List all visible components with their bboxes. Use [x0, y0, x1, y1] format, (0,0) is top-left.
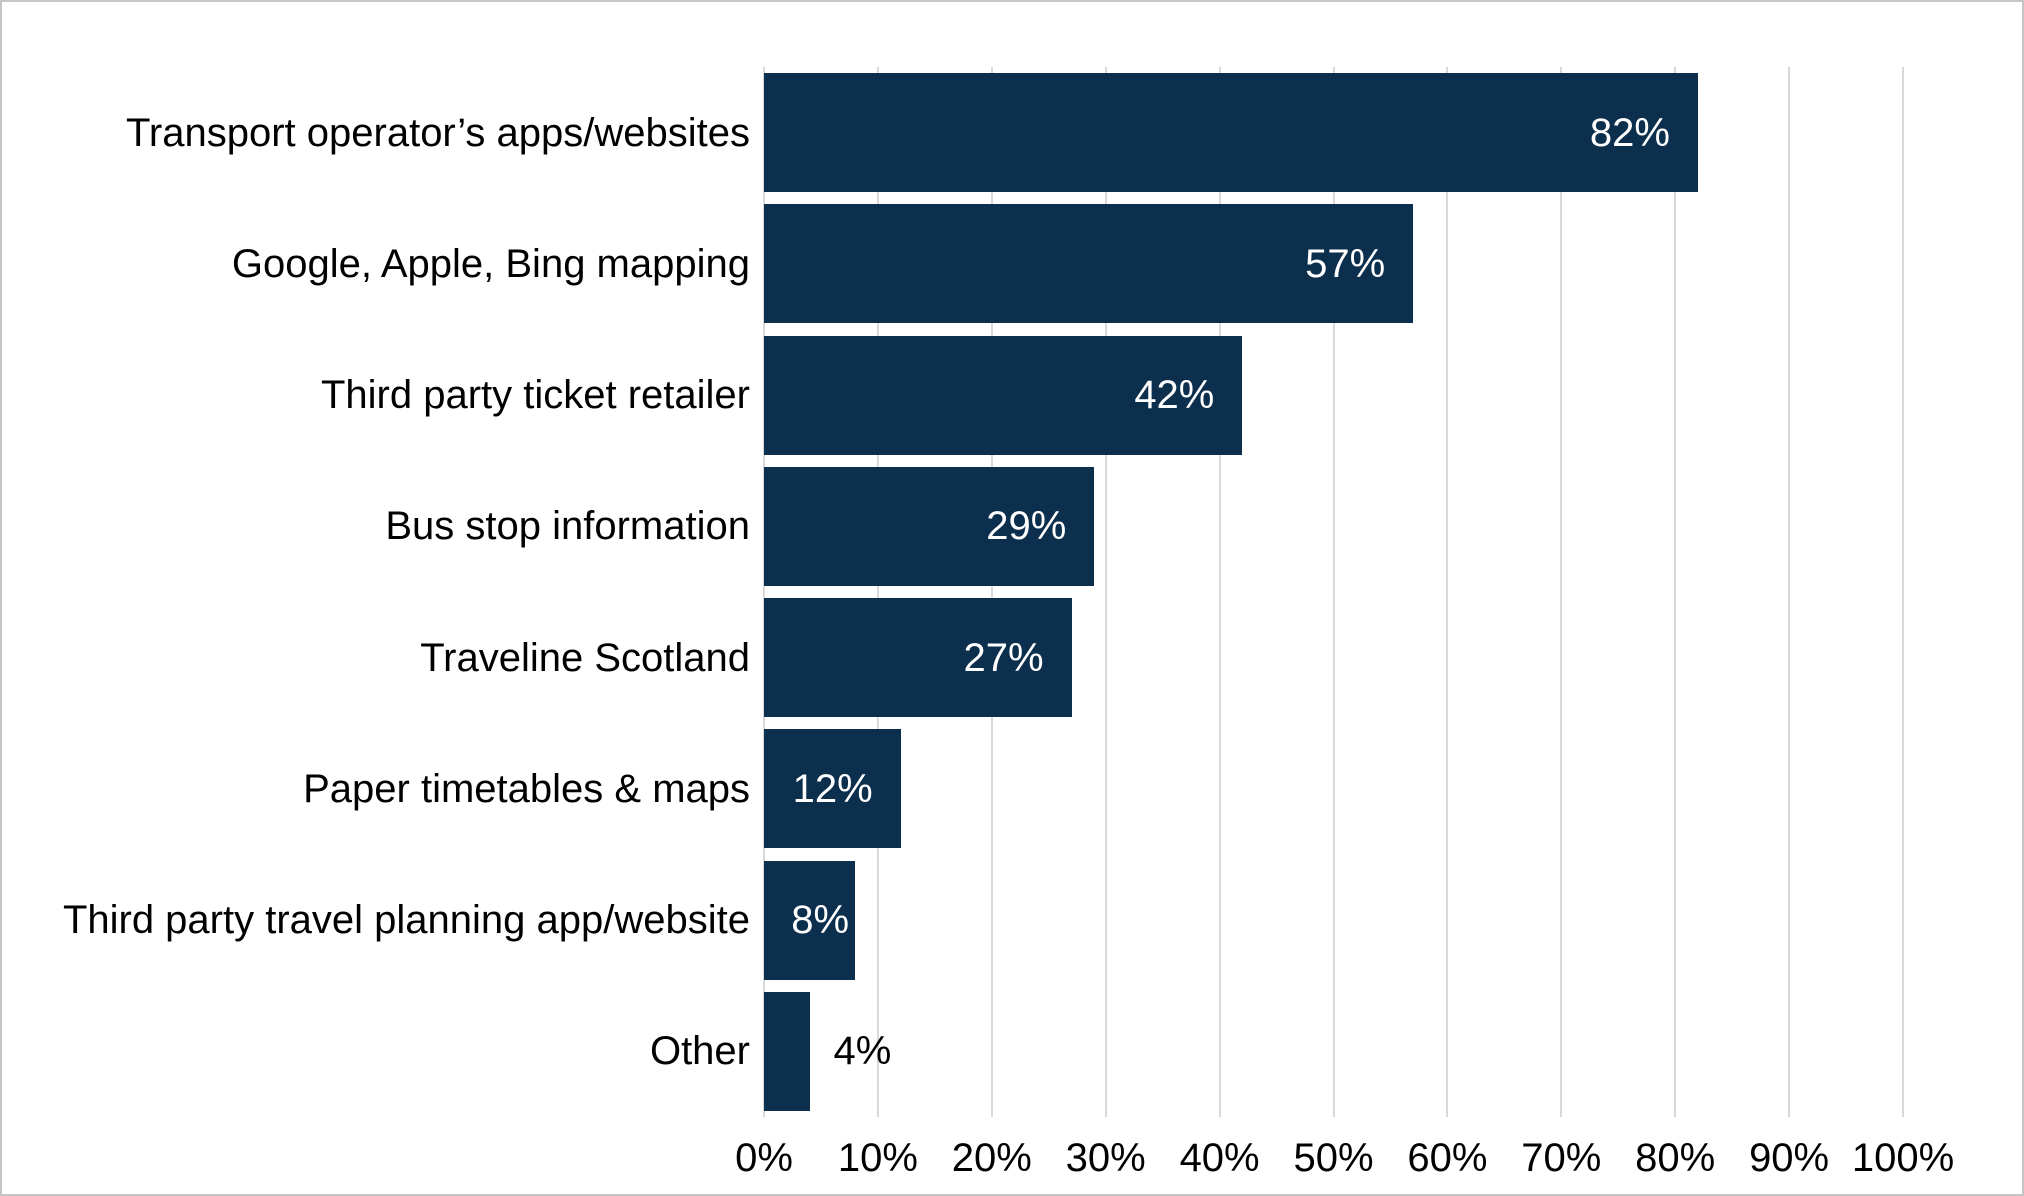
bar-value-label: 27% [963, 635, 1044, 680]
x-axis-tick-label: 20% [951, 1136, 1032, 1180]
x-axis-tick-label: 80% [1635, 1136, 1716, 1180]
bar: 29% [764, 466, 1095, 586]
gridline [1446, 67, 1449, 1117]
bar-value-label: 57% [1305, 241, 1386, 286]
bar-value-label: 82% [1589, 110, 1670, 155]
bar-value-label: 8% [791, 898, 850, 942]
gridline [990, 67, 993, 1117]
bar: 12% [764, 729, 901, 849]
category-label: Third party ticket retailer [320, 373, 750, 417]
x-axis-tick-label: 0% [735, 1136, 793, 1180]
x-axis-tick-label: 30% [1065, 1136, 1146, 1180]
bar: 82% [764, 73, 1698, 192]
gridline [1674, 67, 1677, 1117]
bar-value-label: 29% [986, 504, 1067, 549]
gridline [1902, 67, 1904, 1117]
bar: 57% [764, 204, 1414, 324]
bar-value-label: 4% [833, 1028, 892, 1073]
category-label: Bus stop information [385, 504, 750, 549]
bar: 42% [764, 335, 1243, 455]
gridline [1218, 67, 1221, 1117]
x-axis-tick-label: 50% [1293, 1136, 1374, 1180]
category-label: Other [649, 1029, 750, 1074]
category-label: Paper timetables & maps [303, 766, 750, 811]
bar [764, 991, 810, 1111]
category-label: Transport operator’s apps/websites [125, 110, 750, 155]
x-axis-tick-label: 10% [837, 1136, 918, 1180]
bar-value-label: 12% [792, 766, 873, 811]
x-axis-tick-label: 90% [1749, 1136, 1830, 1180]
bar-value-label: 42% [1134, 373, 1215, 417]
gridline [1788, 67, 1791, 1117]
bar: 8% [764, 860, 856, 980]
category-label: Google, Apple, Bing mapping [231, 241, 750, 286]
gridline [876, 67, 879, 1117]
gridline [1332, 67, 1335, 1117]
x-axis-tick-label: 60% [1407, 1136, 1488, 1180]
x-axis-tick-label: 40% [1179, 1136, 1260, 1180]
value-axis-line [763, 67, 765, 1117]
x-axis-tick-label: 100% [1851, 1136, 1955, 1180]
category-label: Third party travel planning app/website [62, 898, 750, 942]
gridline [1560, 67, 1563, 1117]
category-label: Traveline Scotland [420, 635, 750, 680]
x-axis-tick-label: 70% [1521, 1136, 1602, 1180]
gridline [1104, 67, 1107, 1117]
bar: 27% [764, 598, 1072, 717]
